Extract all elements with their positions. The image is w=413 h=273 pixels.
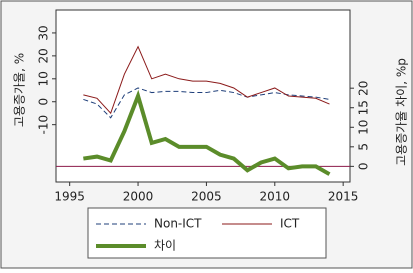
- legend-label: 차이: [154, 239, 176, 253]
- y2-axis-label: 고용증가율 차이, %p: [395, 58, 409, 166]
- series-line: [83, 89, 331, 176]
- legend-label: ICT: [280, 217, 300, 231]
- y-tick-label: 0: [37, 98, 51, 106]
- y2-tick-label: 0: [357, 163, 371, 171]
- y2-tick-label: 10: [357, 120, 371, 135]
- legend-label: Non-ICT: [154, 217, 202, 231]
- y-axis-label: 고용증가율, %: [13, 53, 27, 127]
- y-tick-label: 20: [37, 48, 51, 63]
- y-tick-label: 30: [37, 25, 51, 40]
- x-tick-label: 2005: [191, 190, 222, 204]
- y2-tick-label: 15: [357, 100, 371, 115]
- y2-tick-label: 5: [357, 143, 371, 151]
- y-tick-label: -10: [37, 115, 51, 135]
- x-tick-label: 1995: [54, 190, 85, 204]
- legend: [87, 207, 327, 259]
- x-tick-label: 2010: [260, 190, 291, 204]
- series-line: [83, 45, 330, 115]
- y2-tick-label: 20: [357, 81, 371, 96]
- x-tick-label: 2000: [123, 190, 154, 204]
- x-tick-label: 2015: [328, 190, 359, 204]
- y-tick-label: 10: [37, 71, 51, 86]
- series-line: [83, 87, 330, 119]
